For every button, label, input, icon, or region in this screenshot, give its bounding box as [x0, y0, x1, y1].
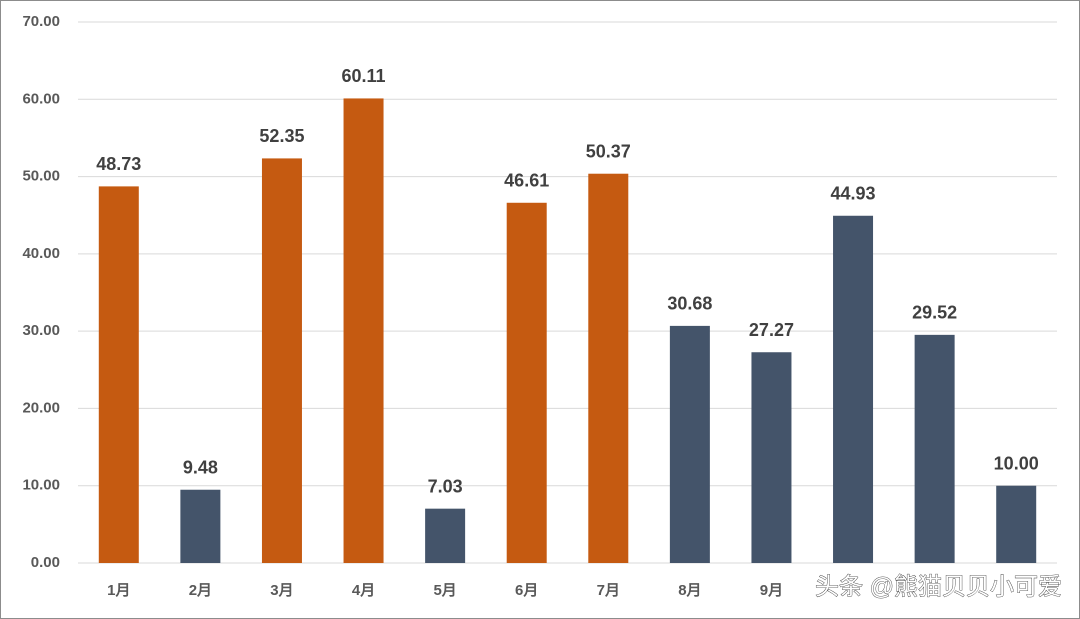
y-tick-label: 50.00	[22, 168, 60, 185]
bar	[669, 325, 710, 563]
y-tick-label: 0.00	[31, 554, 60, 571]
bar	[751, 352, 792, 563]
y-tick-label: 10.00	[22, 477, 60, 494]
x-tick-label: 4月	[352, 582, 375, 599]
x-tick-label: 6月	[515, 582, 538, 599]
x-tick-label: 8月	[678, 582, 701, 599]
y-tick-label: 60.00	[22, 90, 60, 107]
value-label: 52.35	[259, 126, 304, 146]
bar	[588, 173, 629, 563]
x-tick-label: 5月	[433, 582, 456, 599]
value-label: 50.37	[586, 141, 631, 161]
y-tick-label: 70.00	[22, 13, 60, 30]
value-label: 29.52	[912, 303, 957, 323]
y-tick-label: 40.00	[22, 245, 60, 262]
bar	[425, 508, 466, 563]
y-tick-label: 30.00	[22, 322, 60, 339]
bar	[98, 186, 139, 563]
value-label: 10.00	[994, 453, 1039, 473]
x-tick-label: 1月	[107, 582, 130, 599]
value-label: 48.73	[96, 154, 141, 174]
bar	[914, 334, 955, 563]
value-label: 60.11	[342, 66, 386, 86]
value-label: 7.03	[428, 476, 463, 496]
value-label: 27.27	[749, 320, 794, 340]
bar	[506, 202, 547, 563]
bar	[261, 158, 302, 563]
bar	[833, 215, 874, 563]
x-tick-label: 9月	[760, 582, 783, 599]
x-tick-label: 7月	[597, 582, 620, 599]
x-tick-label: 3月	[270, 582, 293, 599]
bar	[180, 489, 221, 563]
x-tick-label: 2月	[189, 582, 212, 599]
y-tick-label: 20.00	[22, 399, 60, 416]
value-label: 46.61	[504, 171, 549, 191]
bar	[343, 98, 384, 563]
value-label: 30.68	[667, 294, 712, 314]
bar	[996, 485, 1037, 563]
value-label: 9.48	[183, 457, 218, 477]
value-label: 44.93	[831, 184, 876, 204]
watermark: 头条 @熊猫贝贝小可爱	[815, 573, 1062, 600]
